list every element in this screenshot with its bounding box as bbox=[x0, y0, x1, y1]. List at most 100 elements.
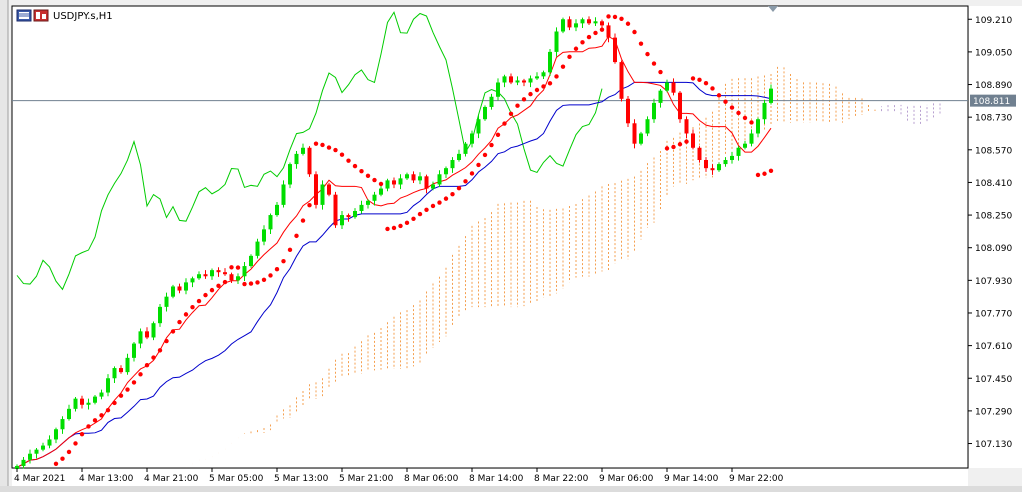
candle-26 bbox=[184, 278, 188, 295]
sar-dot-99 bbox=[658, 69, 663, 75]
candle-body-93 bbox=[619, 62, 624, 99]
candle-body-107 bbox=[710, 168, 715, 171]
candle-38 bbox=[262, 225, 266, 246]
sar-dot-21 bbox=[151, 355, 156, 360]
sar-dot-32 bbox=[222, 279, 228, 285]
bottom-scroll-strip[interactable] bbox=[0, 486, 1022, 492]
candle-33 bbox=[229, 272, 234, 283]
sar-dot-96 bbox=[638, 41, 644, 46]
y-tick-label-3: 108.730 bbox=[975, 114, 1012, 124]
candle-63 bbox=[424, 174, 429, 194]
candle-70 bbox=[470, 130, 474, 148]
candle-body-36 bbox=[249, 255, 253, 267]
ichimoku-cloud bbox=[244, 66, 941, 434]
sar-dot-65 bbox=[437, 200, 442, 205]
candle-body-83 bbox=[554, 31, 559, 52]
sar-dot-111 bbox=[736, 110, 741, 116]
candle-body-56 bbox=[379, 188, 383, 195]
sar-dot-87 bbox=[580, 40, 585, 45]
candle-body-113 bbox=[749, 133, 754, 144]
candle-78 bbox=[522, 78, 526, 87]
sar-dot-22 bbox=[157, 348, 163, 353]
sar-dot-42 bbox=[287, 247, 293, 253]
candle-103 bbox=[684, 116, 689, 139]
candle-113 bbox=[749, 129, 754, 147]
sar-dot-88 bbox=[586, 34, 592, 40]
sar-dot-52 bbox=[352, 163, 358, 169]
chart-type-icon[interactable] bbox=[16, 9, 32, 22]
candle-66 bbox=[444, 166, 448, 178]
plot-area[interactable] bbox=[11, 5, 969, 469]
candle-body-114 bbox=[756, 119, 760, 134]
chikou-line bbox=[16, 11, 603, 291]
sar-dot-14 bbox=[105, 407, 111, 413]
price-axis: 109.210 109.050 108.890 108.730 108.570 108.4… bbox=[968, 16, 1012, 450]
sar-dot-70 bbox=[469, 171, 475, 176]
candle-71 bbox=[476, 115, 481, 139]
candle-body-15 bbox=[112, 368, 117, 379]
sar-dot-30 bbox=[209, 287, 215, 293]
sar-dot-101 bbox=[671, 144, 676, 150]
candle-body-108 bbox=[717, 164, 721, 171]
candle-body-81 bbox=[541, 72, 546, 77]
shift-marker-icon[interactable] bbox=[768, 6, 778, 12]
candle-27 bbox=[190, 276, 195, 288]
candle-96 bbox=[639, 131, 643, 146]
candle-body-76 bbox=[509, 76, 513, 83]
candle-body-78 bbox=[522, 80, 526, 83]
candle-body-8 bbox=[67, 408, 71, 420]
symbol-icon[interactable] bbox=[33, 9, 49, 22]
sar-dot-62 bbox=[417, 211, 423, 217]
y-tick-label-9: 107.770 bbox=[975, 309, 1012, 319]
candle-60 bbox=[405, 172, 409, 180]
candle-9 bbox=[73, 397, 78, 412]
candle-94 bbox=[626, 95, 630, 127]
candle-42 bbox=[288, 162, 292, 189]
candle-body-67 bbox=[450, 160, 455, 169]
candle-3 bbox=[34, 448, 39, 459]
candle-39 bbox=[268, 213, 273, 235]
candle-75 bbox=[502, 74, 507, 88]
sar-dot-6 bbox=[53, 461, 59, 466]
candle-body-18 bbox=[132, 343, 136, 358]
candle-109 bbox=[723, 157, 728, 167]
candle-body-60 bbox=[405, 174, 409, 179]
candle-body-12 bbox=[93, 396, 97, 403]
sar-dot-93 bbox=[619, 16, 624, 21]
y-tick-label-2: 108.890 bbox=[975, 81, 1012, 91]
sar-dot-38 bbox=[261, 277, 267, 282]
candle-93 bbox=[619, 60, 624, 102]
candle-87 bbox=[580, 17, 585, 29]
x-tick-label-3: 5 Mar 05:00 bbox=[209, 474, 264, 484]
candle-body-16 bbox=[119, 368, 123, 373]
candle-17 bbox=[125, 353, 130, 375]
candle-84 bbox=[561, 17, 565, 34]
sar-dot-64 bbox=[430, 203, 436, 209]
chart-title: USDJPY.s,H1 bbox=[16, 9, 113, 22]
candle-body-111 bbox=[736, 147, 741, 156]
candle-13 bbox=[99, 389, 104, 400]
sar-dot-61 bbox=[411, 216, 416, 222]
y-tick-label-1: 109.050 bbox=[975, 48, 1012, 58]
candle-body-26 bbox=[184, 282, 188, 291]
candle-body-105 bbox=[697, 147, 702, 160]
candle-65 bbox=[437, 170, 442, 188]
candle-35 bbox=[242, 261, 247, 281]
candle-body-20 bbox=[145, 331, 149, 338]
candle-body-43 bbox=[294, 153, 299, 165]
candle-body-80 bbox=[535, 76, 539, 79]
sar-dot-102 bbox=[677, 142, 683, 147]
candle-body-66 bbox=[444, 168, 448, 175]
time-axis-panel bbox=[12, 469, 968, 486]
candle-50 bbox=[340, 210, 344, 229]
candle-57 bbox=[385, 178, 390, 192]
candle-body-3 bbox=[34, 449, 39, 454]
candle-6 bbox=[54, 427, 58, 444]
candle-51 bbox=[346, 213, 351, 222]
candles bbox=[15, 16, 773, 471]
candle-46 bbox=[314, 171, 318, 209]
parabolic-sar bbox=[53, 14, 774, 466]
sar-dot-94 bbox=[625, 21, 631, 26]
candle-102 bbox=[678, 91, 682, 123]
